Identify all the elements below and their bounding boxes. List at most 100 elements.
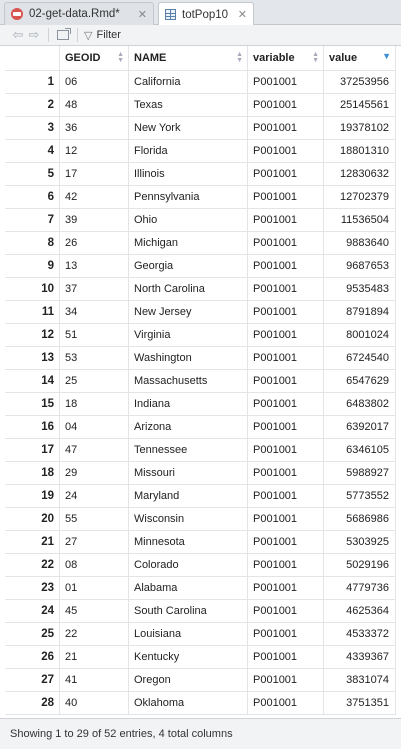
- table-row[interactable]: 13 53 Washington P001001 6724540: [5, 347, 396, 370]
- table-row[interactable]: 8 26 Michigan P001001 9883640: [5, 232, 396, 255]
- variable-cell: P001001: [248, 301, 324, 324]
- variable-cell: P001001: [248, 140, 324, 163]
- row-number-cell: 1: [5, 71, 60, 94]
- table-row[interactable]: 28 40 Oklahoma P001001 3751351: [5, 692, 396, 715]
- filter-icon[interactable]: ▽: [84, 29, 93, 42]
- name-cell: Ohio: [129, 209, 248, 232]
- row-number-cell: 22: [5, 554, 60, 577]
- table-row[interactable]: 15 18 Indiana P001001 6483802: [5, 393, 396, 416]
- column-header-variable[interactable]: variable ▲ ▼: [248, 46, 324, 71]
- variable-cell: P001001: [248, 416, 324, 439]
- geoid-cell: 25: [60, 370, 129, 393]
- geoid-cell: 37: [60, 278, 129, 301]
- forward-arrow-icon[interactable]: ⇨: [28, 27, 40, 42]
- row-number-cell: 27: [5, 669, 60, 692]
- variable-cell: P001001: [248, 163, 324, 186]
- tab-bar: 02-get-data.Rmd* ✕ totPop10 ✕: [0, 0, 401, 26]
- table-row[interactable]: 20 55 Wisconsin P001001 5686986: [5, 508, 396, 531]
- geoid-cell: 55: [60, 508, 129, 531]
- table-row[interactable]: 26 21 Kentucky P001001 4339367: [5, 646, 396, 669]
- name-cell: North Carolina: [129, 278, 248, 301]
- geoid-cell: 01: [60, 577, 129, 600]
- data-viewer-toolbar: ⇦ ⇨ ▽ Filter: [0, 25, 401, 46]
- variable-cell: P001001: [248, 623, 324, 646]
- tab-label: 02-get-data.Rmd*: [29, 8, 120, 20]
- popout-window-icon[interactable]: [57, 28, 71, 40]
- value-cell: 5303925: [324, 531, 396, 554]
- tab-totpop10[interactable]: totPop10 ✕: [158, 2, 254, 26]
- geoid-cell: 12: [60, 140, 129, 163]
- row-number-cell: 9: [5, 255, 60, 278]
- sort-descending-icon[interactable]: ▼: [382, 51, 391, 61]
- name-cell: Missouri: [129, 462, 248, 485]
- row-number-cell: 20: [5, 508, 60, 531]
- back-arrow-icon[interactable]: ⇦: [12, 27, 24, 42]
- row-number-cell: 24: [5, 600, 60, 623]
- column-header-name[interactable]: NAME ▲ ▼: [129, 46, 248, 71]
- geoid-cell: 27: [60, 531, 129, 554]
- column-header-value[interactable]: value ▼: [324, 46, 396, 71]
- value-cell: 4533372: [324, 623, 396, 646]
- table-row[interactable]: 24 45 South Carolina P001001 4625364: [5, 600, 396, 623]
- row-number-cell: 4: [5, 140, 60, 163]
- entries-status: Showing 1 to 29 of 52 entries, 4 total c…: [10, 728, 233, 740]
- row-number-cell: 6: [5, 186, 60, 209]
- r-markdown-icon: [11, 8, 23, 20]
- name-cell: Massachusetts: [129, 370, 248, 393]
- sort-icon[interactable]: ▲ ▼: [312, 51, 319, 64]
- variable-cell: P001001: [248, 393, 324, 416]
- table-header-row: GEOID ▲ ▼ NAME ▲ ▼ variable ▲ ▼ value ▼: [5, 46, 396, 71]
- tab-label: totPop10: [182, 8, 229, 21]
- table-row[interactable]: 22 08 Colorado P001001 5029196: [5, 554, 396, 577]
- table-row[interactable]: 5 17 Illinois P001001 12830632: [5, 163, 396, 186]
- table-row[interactable]: 3 36 New York P001001 19378102: [5, 117, 396, 140]
- row-number-cell: 2: [5, 94, 60, 117]
- table-row[interactable]: 23 01 Alabama P001001 4779736: [5, 577, 396, 600]
- row-number-cell: 21: [5, 531, 60, 554]
- filter-button[interactable]: Filter: [96, 29, 121, 41]
- table-icon: [165, 9, 176, 20]
- table-row[interactable]: 14 25 Massachusetts P001001 6547629: [5, 370, 396, 393]
- table-row[interactable]: 25 22 Louisiana P001001 4533372: [5, 623, 396, 646]
- geoid-cell: 22: [60, 623, 129, 646]
- table-row[interactable]: 2 48 Texas P001001 25145561: [5, 94, 396, 117]
- name-cell: Tennessee: [129, 439, 248, 462]
- table-row[interactable]: 19 24 Maryland P001001 5773552: [5, 485, 396, 508]
- sort-icon[interactable]: ▲ ▼: [117, 51, 124, 64]
- table-row[interactable]: 18 29 Missouri P001001 5988927: [5, 462, 396, 485]
- value-cell: 6724540: [324, 347, 396, 370]
- variable-cell: P001001: [248, 370, 324, 393]
- name-cell: California: [129, 71, 248, 94]
- row-number-cell: 26: [5, 646, 60, 669]
- geoid-cell: 42: [60, 186, 129, 209]
- table-row[interactable]: 21 27 Minnesota P001001 5303925: [5, 531, 396, 554]
- table-row[interactable]: 10 37 North Carolina P001001 9535483: [5, 278, 396, 301]
- close-icon[interactable]: ✕: [137, 8, 147, 21]
- table-row[interactable]: 1 06 California P001001 37253956: [5, 71, 396, 94]
- table-row[interactable]: 27 41 Oregon P001001 3831074: [5, 669, 396, 692]
- row-number-cell: 13: [5, 347, 60, 370]
- geoid-cell: 06: [60, 71, 129, 94]
- close-icon[interactable]: ✕: [237, 9, 247, 21]
- table-row[interactable]: 7 39 Ohio P001001 11536504: [5, 209, 396, 232]
- table-row[interactable]: 4 12 Florida P001001 18801310: [5, 140, 396, 163]
- tab-rmd-file[interactable]: 02-get-data.Rmd* ✕: [4, 2, 154, 25]
- table-row[interactable]: 17 47 Tennessee P001001 6346105: [5, 439, 396, 462]
- value-cell: 12702379: [324, 186, 396, 209]
- table-row[interactable]: 12 51 Virginia P001001 8001024: [5, 324, 396, 347]
- column-header-geoid[interactable]: GEOID ▲ ▼: [60, 46, 129, 71]
- table-row[interactable]: 16 04 Arizona P001001 6392017: [5, 416, 396, 439]
- table-row[interactable]: 9 13 Georgia P001001 9687653: [5, 255, 396, 278]
- geoid-cell: 41: [60, 669, 129, 692]
- column-header-rownum[interactable]: [5, 46, 60, 71]
- sort-icon[interactable]: ▲ ▼: [236, 51, 243, 64]
- value-cell: 4625364: [324, 600, 396, 623]
- table-row[interactable]: 6 42 Pennsylvania P001001 12702379: [5, 186, 396, 209]
- column-header-label: value: [329, 52, 358, 64]
- value-cell: 9687653: [324, 255, 396, 278]
- value-cell: 5029196: [324, 554, 396, 577]
- variable-cell: P001001: [248, 646, 324, 669]
- row-number-cell: 11: [5, 301, 60, 324]
- name-cell: Kentucky: [129, 646, 248, 669]
- table-row[interactable]: 11 34 New Jersey P001001 8791894: [5, 301, 396, 324]
